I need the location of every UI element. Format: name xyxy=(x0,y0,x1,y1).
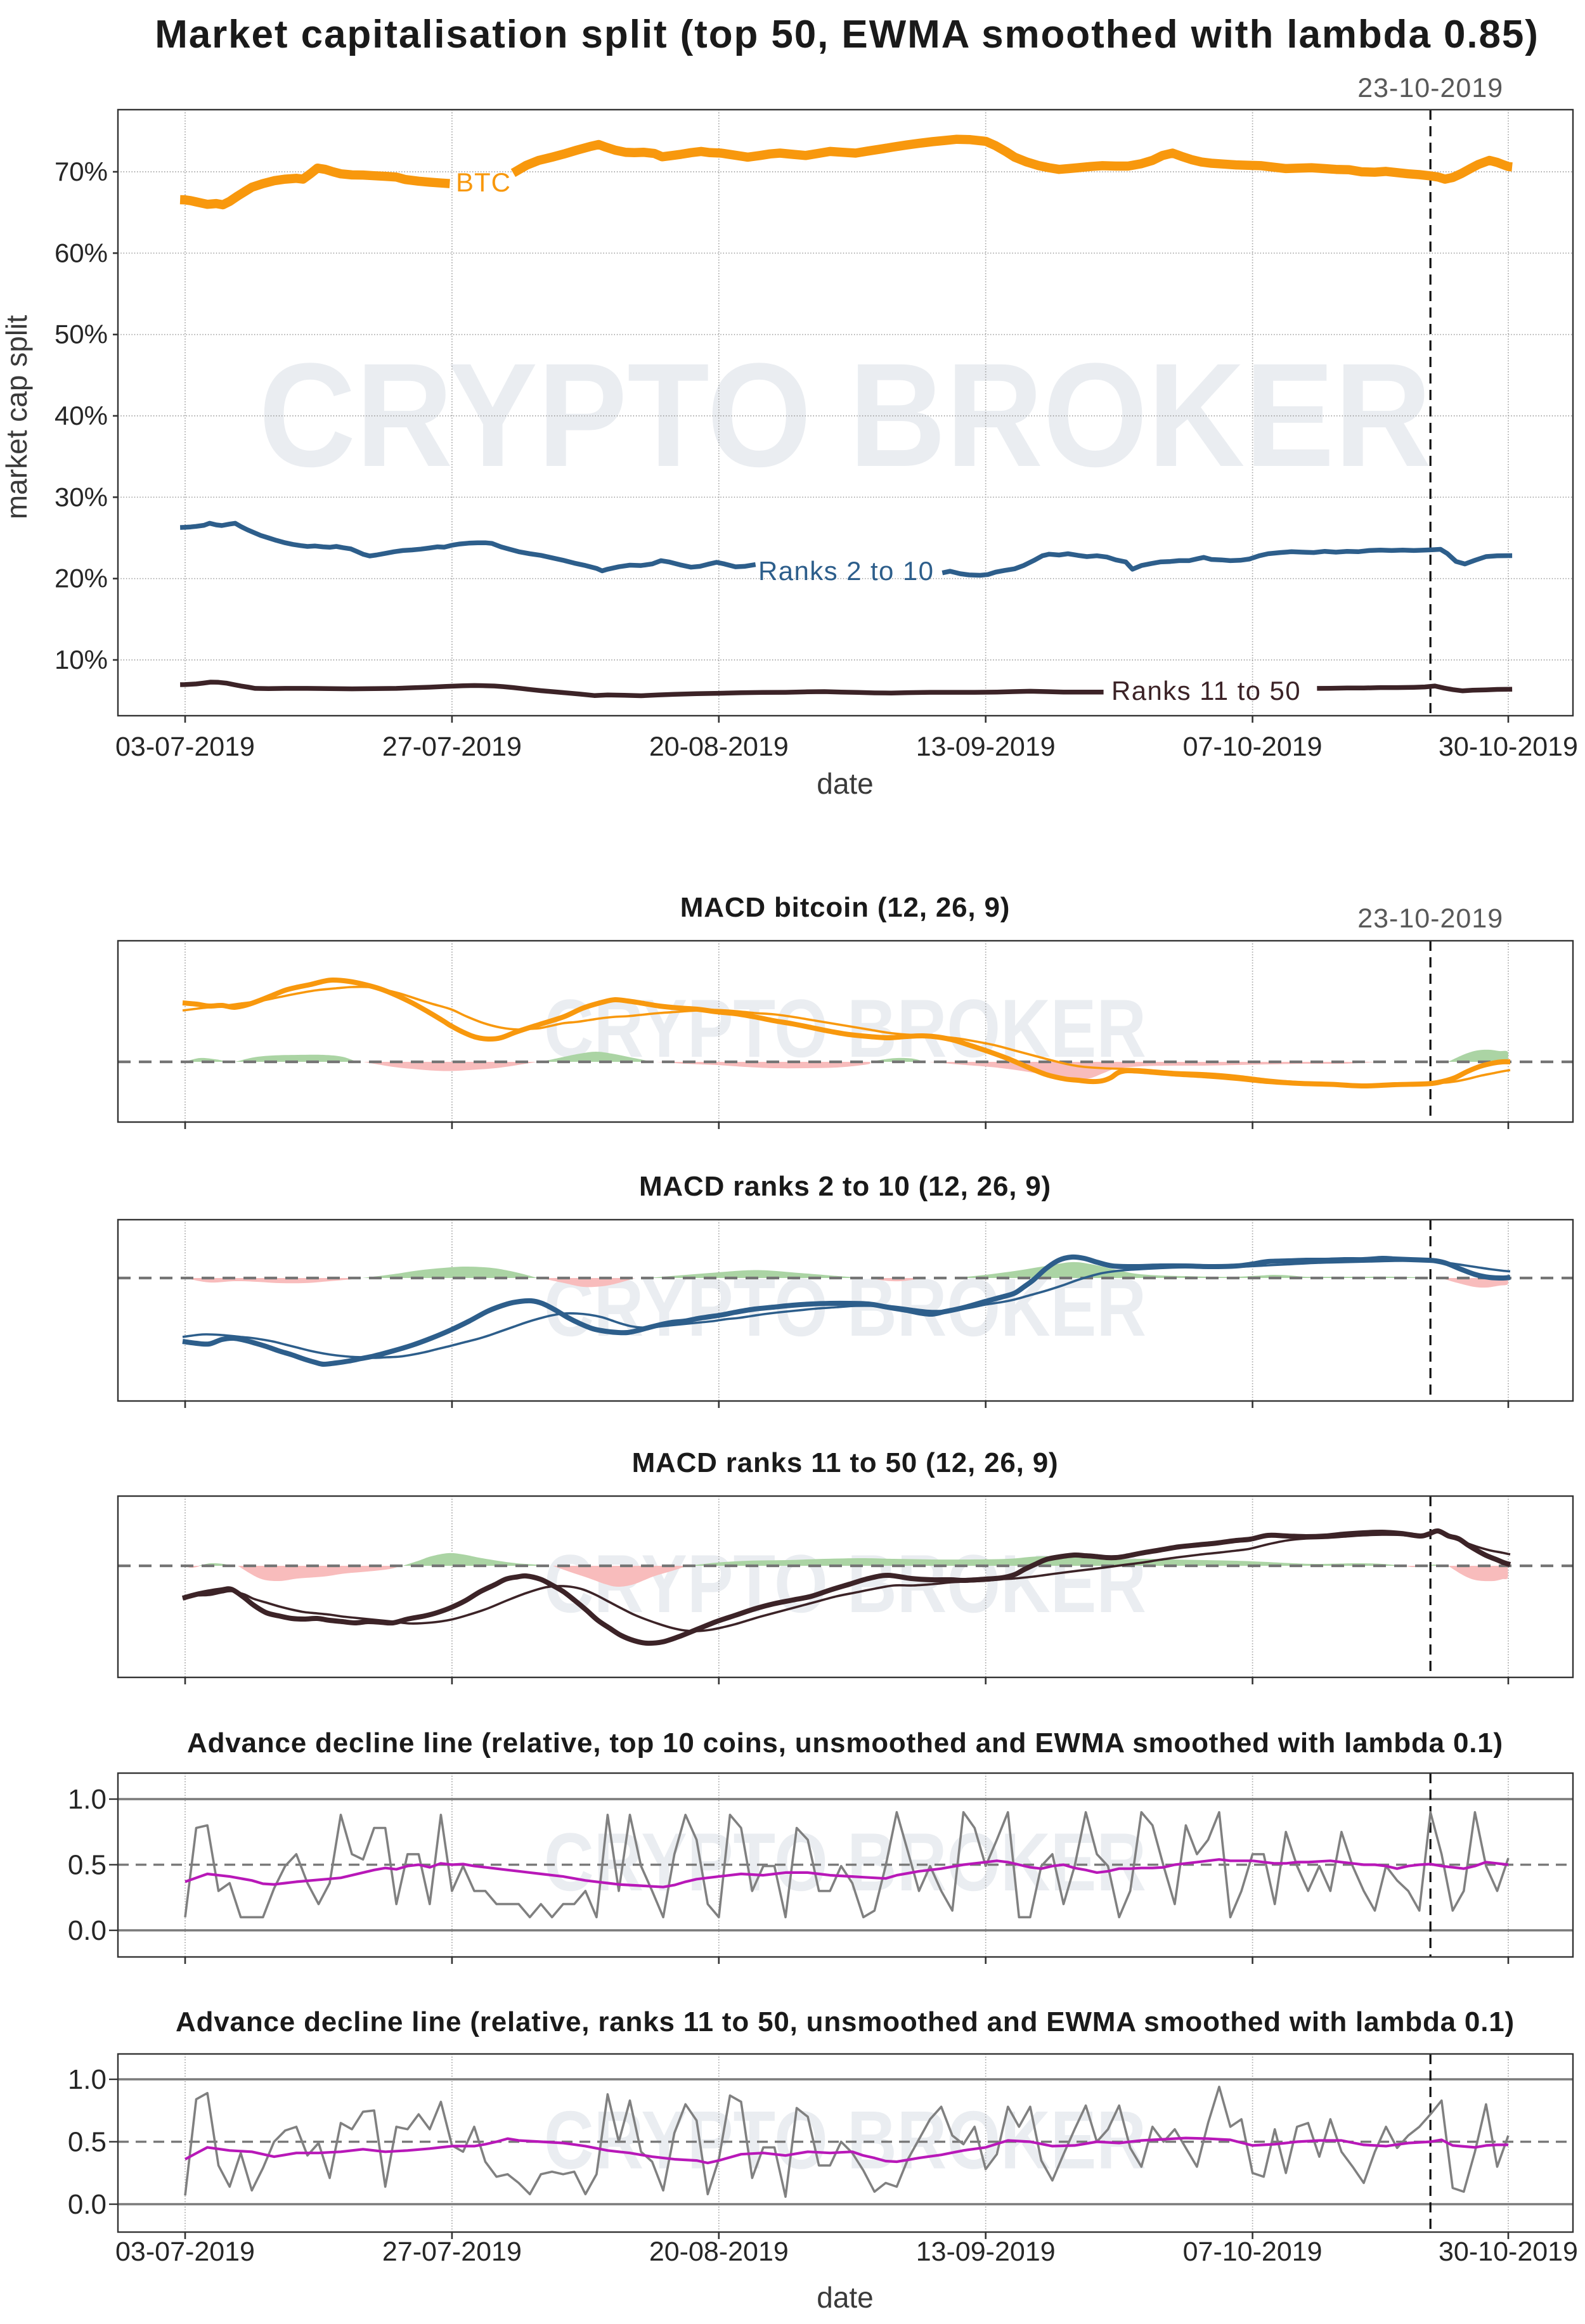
svg-text:07-10-2019: 07-10-2019 xyxy=(1183,732,1323,762)
svg-text:03-07-2019: 03-07-2019 xyxy=(115,732,255,762)
svg-text:0.0: 0.0 xyxy=(68,1915,107,1946)
svg-text:Market capitalisation split (t: Market capitalisation split (top 50, EWM… xyxy=(155,13,1539,56)
svg-text:Advance decline line (relative: Advance decline line (relative, top 10 c… xyxy=(187,1727,1503,1759)
svg-text:30%: 30% xyxy=(55,482,108,512)
svg-text:23-10-2019: 23-10-2019 xyxy=(1357,903,1503,934)
svg-text:CRYPTO BROKER: CRYPTO BROKER xyxy=(544,1816,1146,1908)
svg-text:40%: 40% xyxy=(55,401,108,430)
svg-text:30-10-2019: 30-10-2019 xyxy=(1439,732,1578,762)
svg-text:Ranks 2 to 10: Ranks 2 to 10 xyxy=(758,556,934,586)
svg-text:07-10-2019: 07-10-2019 xyxy=(1183,2237,1323,2267)
svg-text:50%: 50% xyxy=(55,320,108,349)
svg-text:0.5: 0.5 xyxy=(68,1850,107,1881)
svg-text:1.0: 1.0 xyxy=(68,1784,107,1815)
svg-text:Ranks 11 to 50: Ranks 11 to 50 xyxy=(1111,676,1301,706)
svg-text:13-09-2019: 13-09-2019 xyxy=(916,732,1056,762)
svg-text:70%: 70% xyxy=(55,157,108,186)
svg-text:20%: 20% xyxy=(55,564,108,593)
svg-text:13-09-2019: 13-09-2019 xyxy=(916,2237,1056,2267)
svg-text:MACD bitcoin (12, 26, 9): MACD bitcoin (12, 26, 9) xyxy=(680,892,1010,923)
svg-text:27-07-2019: 27-07-2019 xyxy=(382,732,522,762)
svg-text:23-10-2019: 23-10-2019 xyxy=(1357,73,1503,103)
svg-text:03-07-2019: 03-07-2019 xyxy=(115,2237,255,2267)
svg-text:0.5: 0.5 xyxy=(68,2127,107,2158)
svg-text:MACD ranks 11 to 50 (12, 26, 9: MACD ranks 11 to 50 (12, 26, 9) xyxy=(632,1447,1059,1478)
svg-text:Advance decline line (relative: Advance decline line (relative, ranks 11… xyxy=(176,2006,1515,2037)
svg-text:1.0: 1.0 xyxy=(68,2064,107,2095)
svg-text:CRYPTO BROKER: CRYPTO BROKER xyxy=(259,333,1432,498)
svg-text:30-10-2019: 30-10-2019 xyxy=(1439,2237,1578,2267)
svg-text:date: date xyxy=(817,767,874,800)
svg-text:10%: 10% xyxy=(55,645,108,675)
svg-text:MACD ranks 2 to 10 (12, 26, 9): MACD ranks 2 to 10 (12, 26, 9) xyxy=(639,1171,1051,1202)
svg-text:20-08-2019: 20-08-2019 xyxy=(649,732,789,762)
svg-text:60%: 60% xyxy=(55,238,108,268)
svg-text:0.0: 0.0 xyxy=(68,2189,107,2220)
svg-text:BTC: BTC xyxy=(456,167,511,197)
svg-text:date: date xyxy=(817,2281,874,2314)
svg-text:market cap split: market cap split xyxy=(0,315,33,519)
svg-text:27-07-2019: 27-07-2019 xyxy=(382,2237,522,2267)
svg-text:20-08-2019: 20-08-2019 xyxy=(649,2237,789,2267)
